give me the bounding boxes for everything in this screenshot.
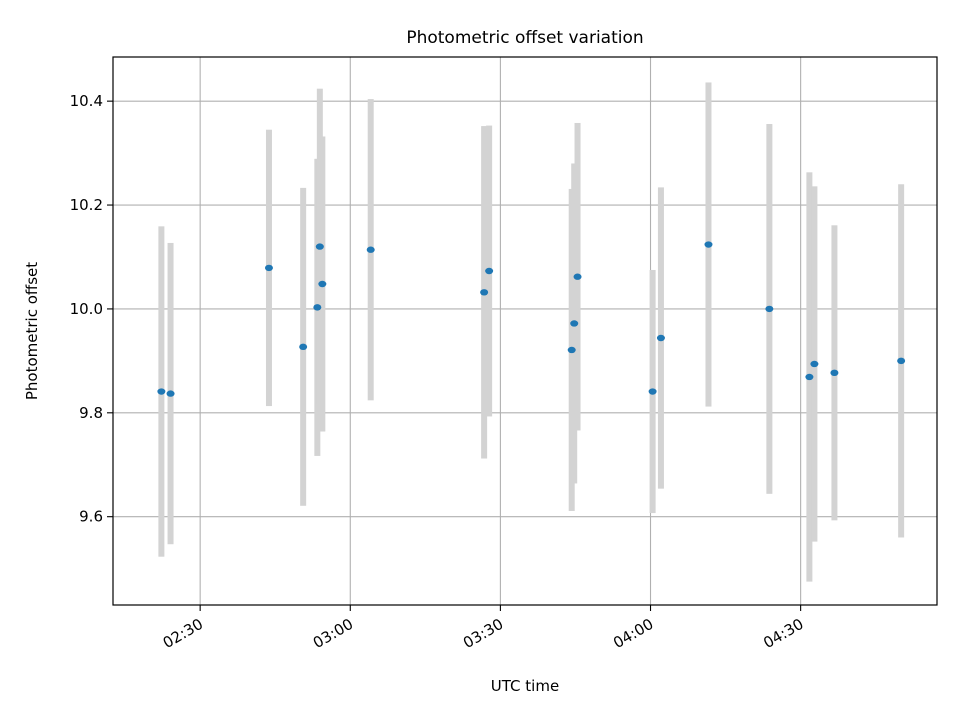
data-point — [765, 305, 774, 313]
chart-title: Photometric offset variation — [406, 28, 643, 48]
data-point — [157, 388, 166, 395]
y-tick-label: 10.0 — [70, 300, 103, 318]
data-point — [897, 357, 906, 365]
data-point — [573, 273, 582, 280]
y-tick-label: 10.2 — [70, 196, 103, 214]
data-point — [299, 343, 308, 351]
y-axis-label: Photometric offset — [23, 262, 41, 400]
plot-area — [112, 56, 938, 606]
y-tick-label: 9.8 — [79, 404, 103, 422]
data-point — [830, 369, 839, 377]
data-point — [315, 243, 324, 250]
data-point — [567, 346, 576, 354]
data-point — [648, 388, 657, 395]
y-axis-ticks: 9.6 9.8 10.0 10.2 10.4 — [70, 92, 113, 526]
plot-frame — [112, 56, 938, 606]
data-point — [570, 320, 579, 327]
data-point — [656, 334, 665, 342]
y-tick-label: 10.4 — [70, 92, 103, 110]
data-point — [485, 267, 494, 275]
data-point — [366, 246, 375, 253]
data-points — [157, 241, 906, 397]
data-point — [166, 390, 175, 397]
data-point — [810, 360, 819, 368]
data-point — [480, 289, 489, 296]
y-tick-label: 9.6 — [79, 508, 103, 526]
grid-lines — [113, 57, 937, 605]
data-point — [313, 304, 322, 311]
data-point — [318, 280, 327, 288]
data-point — [264, 264, 273, 272]
data-point — [805, 373, 814, 381]
data-point — [704, 241, 713, 248]
x-axis-label: UTC time — [491, 677, 559, 695]
